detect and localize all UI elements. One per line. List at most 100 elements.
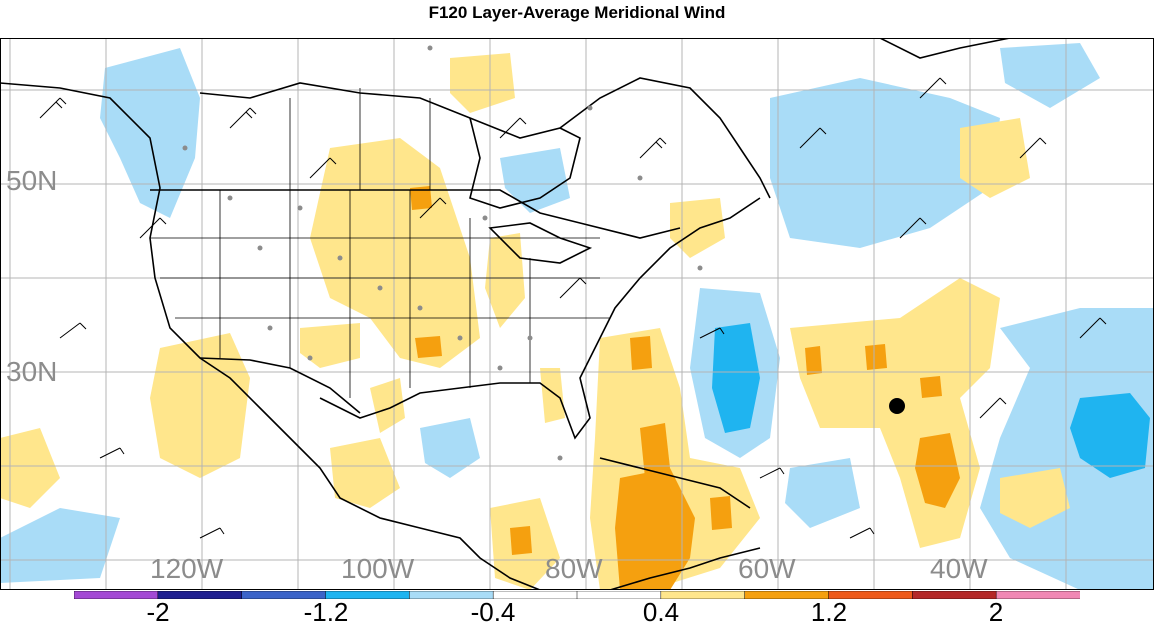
strong-positive-caribbean-north (640, 423, 670, 478)
wind-barb (699, 327, 725, 339)
positive-region-north-atlantic (960, 118, 1030, 198)
colorbar-label: -0.4 (470, 597, 516, 627)
wind-barb (229, 107, 257, 129)
lon-label-80w: 80W (545, 553, 603, 584)
positive-region-pacific-west (0, 428, 60, 508)
colorbar-label: 0.4 (642, 597, 680, 627)
location-marker (889, 398, 905, 414)
strong-positive-ozarks (415, 336, 442, 358)
wind-barb (309, 157, 337, 179)
wind-barb (559, 277, 587, 299)
station-dot (267, 325, 273, 331)
positive-region-arctic (450, 53, 515, 113)
station-dots (182, 45, 703, 461)
negative-region-gulf (420, 418, 480, 478)
strong-positive-central-atlantic-2 (920, 376, 942, 398)
lat-label-30n: 30N (6, 356, 58, 387)
negative-region-north-atlantic (770, 78, 1000, 248)
station-dot (697, 265, 703, 271)
strong-positive-atlantic-small (865, 344, 887, 370)
station-dot (337, 255, 343, 261)
colorbar-label: 1.2 (810, 597, 848, 627)
station-dot (417, 305, 423, 311)
strong-positive-central-atlantic-3 (805, 346, 822, 375)
wind-barb (639, 137, 667, 159)
wind-barb (39, 97, 67, 119)
wind-barb (849, 527, 875, 539)
wind-barb (979, 397, 1007, 419)
gulf-coastline (319, 197, 761, 440)
wind-barb (899, 217, 927, 239)
station-dot (377, 285, 383, 291)
caribbean-islands (599, 457, 751, 509)
station-dot (297, 205, 303, 211)
north-america-coastline (0, 82, 541, 590)
colorbar (74, 591, 1080, 599)
wind-barb (919, 77, 947, 99)
positive-region-south-atlantic (1000, 468, 1070, 528)
positive-region-southwest (300, 323, 360, 368)
station-dot (497, 365, 503, 371)
great-lakes (488, 222, 593, 264)
strong-negative-east-atlantic (1070, 393, 1150, 478)
station-dot (427, 45, 433, 51)
wind-barb (59, 322, 87, 339)
station-dot (637, 175, 643, 181)
colorbar-label: -1.2 (303, 597, 349, 627)
wind-barb (199, 527, 225, 539)
station-dot (527, 335, 533, 341)
positive-region-southeast (540, 368, 565, 423)
station-dot (587, 105, 593, 111)
wind-barb (1019, 137, 1047, 159)
station-dot (457, 335, 463, 341)
south-america-coast (609, 547, 761, 590)
lon-label-60w: 60W (738, 553, 796, 584)
positive-region-baja (370, 378, 405, 433)
meridional-wind-map (0, 38, 1154, 590)
wind-barb (1079, 317, 1107, 339)
coastlines-and-borders (0, 38, 1011, 590)
station-dot (557, 455, 563, 461)
strong-positive-caribbean-west (630, 336, 652, 370)
wind-barb (99, 447, 125, 459)
lon-label-40w: 40W (930, 553, 988, 584)
negative-region-south-central (785, 458, 860, 528)
colorbar-label: -2 (146, 597, 170, 627)
wind-barbs (39, 77, 1107, 539)
lon-label-100w: 100W (341, 553, 415, 584)
colorbar-segment (912, 591, 997, 599)
wind-shading (0, 43, 1154, 590)
wind-barb (139, 217, 167, 239)
station-dot (307, 355, 313, 361)
negative-region-greenland (1000, 43, 1100, 108)
colorbar-segment (157, 591, 243, 599)
wind-barb (499, 117, 527, 139)
station-dot (182, 145, 188, 151)
negative-region-labrador (500, 148, 570, 213)
strong-negative-mid-atlantic (712, 323, 760, 433)
positive-region-great-plains (310, 138, 480, 368)
lat-lon-grid (0, 38, 1154, 590)
colorbar-segment (995, 591, 1080, 599)
wind-barb (419, 197, 447, 219)
strong-positive-dakotas (410, 186, 432, 210)
lat-label-50n: 50N (6, 165, 58, 196)
positive-region-new-england (670, 198, 725, 258)
positive-region-mexico-pacific (150, 333, 250, 478)
wind-barb (799, 127, 827, 149)
station-dot (227, 195, 233, 201)
us-canada-border (150, 189, 681, 239)
lon-label-120w: 120W (150, 553, 224, 584)
colorbar-label: 2 (988, 597, 1004, 627)
hudson-bay (469, 117, 581, 209)
strong-positive-central-america (510, 526, 532, 555)
map-title: F120 Layer-Average Meridional Wind (428, 3, 726, 22)
state-boundaries (150, 88, 610, 398)
greenland-coast (879, 38, 1011, 59)
negative-region-pacific-south (0, 508, 120, 583)
positive-region-gulf-mexico (330, 438, 400, 508)
strong-positive-central-atlantic (915, 433, 960, 508)
positive-region-great-lakes (485, 233, 525, 328)
wind-barb (759, 467, 785, 479)
station-dot (482, 215, 488, 221)
